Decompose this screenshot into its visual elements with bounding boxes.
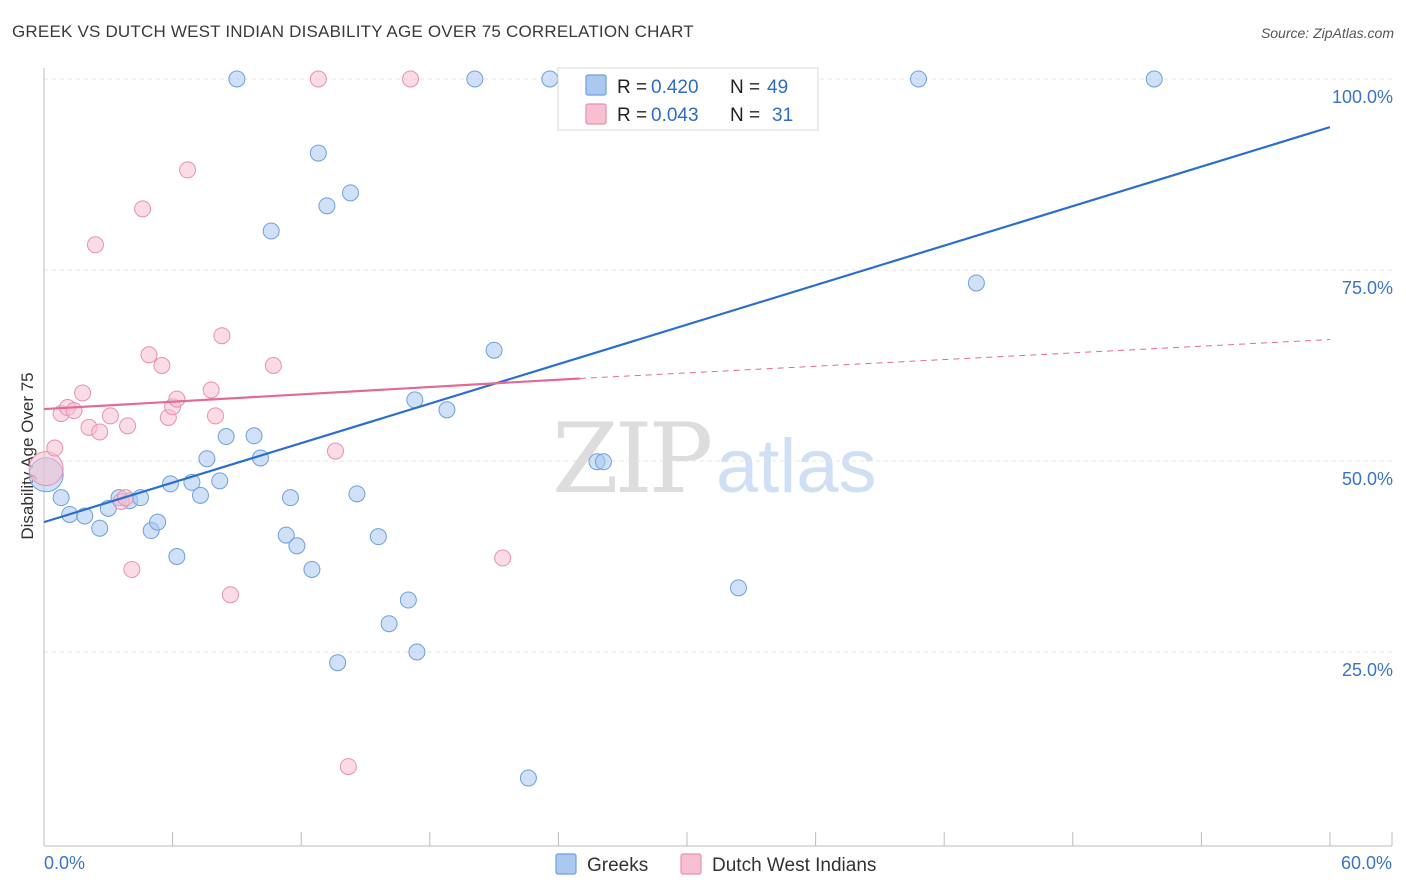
dutch-point — [402, 70, 420, 88]
greeks-point — [967, 274, 985, 292]
greeks-point — [309, 144, 327, 162]
dutch-point — [206, 407, 224, 425]
dutch-point — [264, 357, 282, 374]
greeks-point — [466, 70, 484, 88]
greeks-point — [318, 197, 336, 215]
dutch-point — [134, 200, 152, 218]
x-tick-label-max: 60.0% — [1341, 853, 1392, 873]
dutch-point — [494, 549, 512, 567]
greeks-trendline — [43, 126, 1331, 524]
dutch-point — [91, 423, 109, 441]
greeks-point — [909, 70, 927, 88]
greeks-point — [52, 489, 70, 507]
x-tick-label-min: 0.0% — [44, 853, 85, 873]
greeks-point — [211, 472, 229, 490]
greeks-point — [149, 513, 167, 531]
dutch-trendline — [43, 377, 580, 411]
greeks-point — [288, 537, 306, 555]
legend-dutch-r-label: R = — [617, 105, 652, 126]
greeks-point — [281, 489, 299, 507]
dutch-point — [140, 346, 158, 364]
dutch-point — [65, 402, 83, 420]
greeks-point — [76, 507, 94, 525]
greeks-point — [438, 401, 456, 419]
y-axis-title: Disability Age Over 75 — [18, 372, 37, 539]
greeks-point — [380, 615, 398, 633]
greeks-point — [1145, 70, 1163, 88]
greeks-point — [198, 450, 216, 468]
legend-bottom: Greeks Dutch West Indians — [555, 853, 876, 876]
trendlines — [43, 126, 1331, 524]
greeks-point — [277, 526, 295, 544]
legend-dutch-n-label: N = — [730, 105, 765, 126]
dutch-point — [86, 236, 104, 254]
y-axis-tick-labels: 100.0% 75.0% 50.0% 25.0% — [1332, 87, 1393, 680]
chart-source: Source: ZipAtlas.com — [1260, 25, 1394, 41]
dutch-point — [213, 327, 231, 345]
dutch-trendline-extension — [579, 339, 1331, 379]
legend-top: R = 0.420 N = 49 R = 0.043 N = 31 — [557, 67, 819, 131]
dutch-point — [74, 384, 92, 402]
watermark-atlas: atlas — [716, 424, 877, 509]
legend-dutch-r-value: 0.043 — [651, 105, 699, 126]
greeks-point — [519, 769, 537, 787]
dutch-point — [101, 407, 119, 425]
greeks-point — [191, 486, 209, 504]
dutch-point — [168, 390, 186, 408]
greeks-point — [369, 528, 387, 546]
dutch-point — [153, 357, 171, 374]
legend-bottom-greeks-swatch — [555, 853, 577, 875]
series-dutch-west-indians — [28, 70, 512, 776]
chart-title: GREEK VS DUTCH WEST INDIAN DISABILITY AG… — [12, 22, 694, 41]
legend-greeks-r-value: 0.420 — [651, 77, 699, 98]
watermark: ZIP atlas — [552, 403, 877, 515]
greeks-point — [228, 70, 246, 88]
greeks-point — [168, 548, 186, 565]
dutch-point — [28, 451, 64, 487]
dutch-point — [46, 439, 64, 457]
dutch-point — [179, 161, 197, 179]
legend-greeks-r-label: R = — [617, 77, 652, 98]
greeks-point — [245, 427, 263, 445]
legend-bottom-dutch-label: Dutch West Indians — [712, 855, 876, 876]
legend-dutch-n-value: 31 — [772, 105, 793, 126]
legend-bottom-dutch-swatch — [680, 853, 702, 875]
dutch-point — [309, 70, 327, 88]
y-tick-label-75: 75.0% — [1342, 278, 1393, 298]
greeks-point — [729, 579, 747, 597]
greeks-point — [217, 428, 235, 446]
greeks-point — [91, 519, 109, 537]
watermark-zip: ZIP — [552, 403, 711, 515]
greeks-point — [399, 591, 417, 609]
legend-greeks-n-label: N = — [730, 77, 765, 98]
greeks-point — [262, 222, 280, 240]
greeks-point — [594, 453, 612, 471]
dutch-point — [202, 381, 220, 399]
gridlines — [44, 78, 1392, 653]
legend-greeks-n-value: 49 — [767, 77, 788, 98]
dutch-point — [339, 758, 357, 776]
legend-dutch-swatch — [585, 103, 607, 125]
legend-bottom-greeks-label: Greeks — [587, 855, 648, 876]
greeks-point — [408, 643, 426, 661]
greeks-point — [303, 560, 321, 578]
dutch-point — [123, 560, 141, 578]
y-tick-label-25: 25.0% — [1342, 660, 1393, 680]
greeks-point — [485, 341, 503, 359]
greeks-point — [348, 485, 366, 503]
greeks-point — [329, 654, 347, 672]
x-axis-ticks — [43, 832, 1393, 846]
legend-greeks-swatch — [585, 74, 607, 96]
greeks-point — [341, 184, 359, 202]
y-tick-label-100: 100.0% — [1332, 87, 1393, 107]
dutch-point — [221, 586, 239, 604]
dutch-point — [326, 442, 344, 460]
greeks-point — [541, 70, 559, 88]
y-tick-label-50: 50.0% — [1342, 469, 1393, 489]
dutch-point — [119, 417, 137, 435]
